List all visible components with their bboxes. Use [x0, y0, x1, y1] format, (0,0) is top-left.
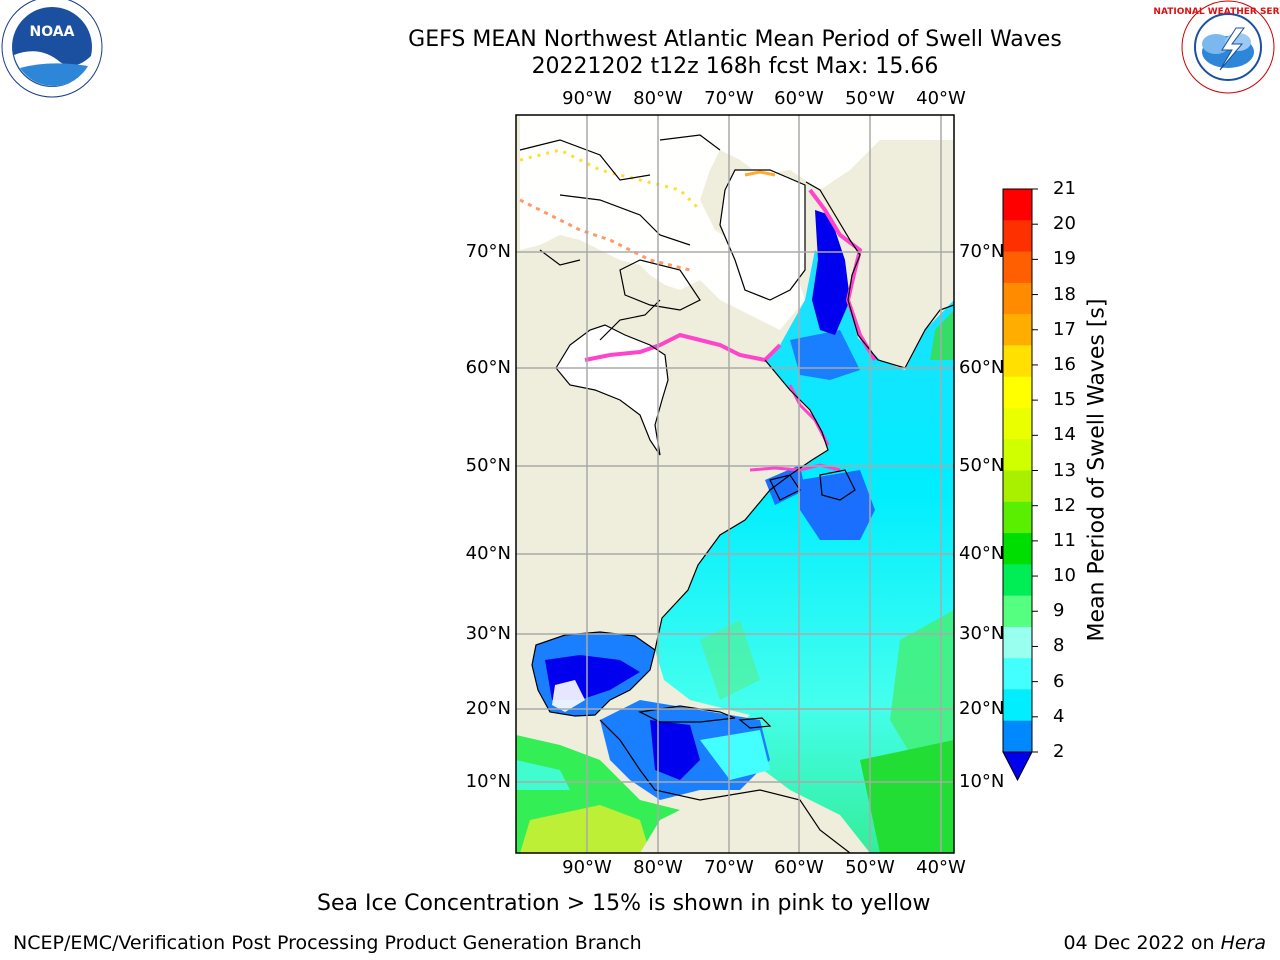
lat-label-left: 10°N [465, 771, 511, 792]
chart-title: GEFS MEAN Northwest Atlantic Mean Period… [408, 27, 1062, 52]
lat-label-right: 30°N [959, 623, 1005, 644]
nws-logo-text: NATIONAL WEATHER SERVICE [1153, 7, 1280, 17]
lat-label-left: 50°N [465, 455, 511, 476]
colorbar-segment [1003, 189, 1032, 221]
nws-logo: NATIONAL WEATHER SERVICE [1153, 0, 1280, 94]
caribbean-sea [650, 720, 700, 780]
colorbar-segment [1003, 407, 1032, 440]
coastlines [519, 134, 954, 853]
baffin-island [720, 170, 805, 300]
colorbar-tick-label: 20 [1053, 213, 1076, 235]
sea-ice-edge [584, 332, 782, 363]
colorbar-segment [1003, 439, 1032, 471]
lon-label-bottom: 80°W [633, 857, 683, 878]
lat-label-right: 40°N [959, 543, 1005, 564]
pacific-ocean [520, 805, 650, 853]
colorbar-segment [1003, 595, 1032, 628]
caption: Sea Ice Concentration > 15% is shown in … [317, 891, 931, 916]
map-frame [515, 114, 955, 854]
colorbar-tick-label: 8 [1053, 635, 1065, 657]
south-america [640, 790, 850, 853]
colorbar-segment [1003, 689, 1032, 722]
lon-label-top: 40°W [916, 88, 966, 109]
lat-label-left: 60°N [465, 357, 511, 378]
caribbean-sea [700, 730, 770, 780]
colorbar-segment [1003, 376, 1032, 409]
colorbar-tick-label: 2 [1053, 741, 1065, 762]
lat-label-right: 10°N [959, 771, 1005, 792]
lon-label-bottom: 40°W [916, 857, 966, 878]
lat-label-left: 30°N [465, 623, 511, 644]
sea-ice-edge [519, 148, 702, 212]
map-area [516, 115, 954, 853]
blue-swell-region [765, 465, 805, 505]
colorbar-tick-label: 19 [1053, 248, 1076, 270]
colorbar-tick-label: 16 [1053, 353, 1076, 375]
green-swell-region [860, 740, 954, 853]
colorbar-tick-label: 18 [1053, 283, 1076, 305]
colorbar-tick-label: 17 [1053, 318, 1076, 340]
lat-label-right: 50°N [959, 455, 1005, 476]
colorbar-segment [1003, 626, 1032, 659]
colorbar [1002, 188, 1038, 782]
chart-subtitle: 20221202 t12z 168h fcst Max: 15.66 [531, 54, 939, 79]
gridlines [516, 115, 954, 853]
footer-right: 04 Dec 2022 on Hera [1063, 932, 1266, 954]
colorbar-segment [1003, 720, 1032, 753]
colorbar-tick-label: 14 [1053, 424, 1076, 446]
colorbar-segment [1003, 282, 1032, 315]
lat-label-left: 20°N [465, 698, 511, 719]
hudson-bay [556, 325, 668, 455]
colorbar-segment [1003, 470, 1032, 503]
colorbar-segment [1003, 533, 1032, 565]
colorbar-segment [1003, 658, 1032, 690]
colorbar-segment [1003, 345, 1032, 378]
colorbar-tick-label: 4 [1053, 705, 1065, 727]
lon-label-bottom: 60°W [774, 857, 824, 878]
colorbar-segment [1003, 564, 1032, 597]
lon-label-top: 80°W [633, 88, 683, 109]
lat-label-left: 70°N [465, 241, 511, 262]
arctic-archipelago [520, 115, 954, 330]
lat-label-right: 70°N [959, 241, 1005, 262]
colorbar-segment [1003, 314, 1032, 346]
lon-label-bottom: 50°W [845, 857, 895, 878]
noaa-logo-text: NOAA [30, 24, 75, 40]
lon-label-top: 70°W [704, 88, 754, 109]
sea-ice-edge [744, 170, 776, 177]
blue-swell-region [800, 470, 875, 540]
colorbar-tick-label: 12 [1053, 494, 1076, 516]
colorbar-tick-label: 21 [1053, 178, 1076, 199]
lat-label-right: 60°N [959, 357, 1005, 378]
footer-machine: Hera [1220, 932, 1266, 954]
gulf-ice-free [552, 680, 585, 712]
lat-label-right: 20°N [959, 698, 1005, 719]
lat-label-left: 40°N [465, 543, 511, 564]
lon-label-top: 50°W [845, 88, 895, 109]
footer-date: 04 Dec 2022 on [1063, 932, 1221, 954]
colorbar-under-arrow [1002, 751, 1033, 782]
lon-label-bottom: 70°W [704, 857, 754, 878]
colorbar-segment [1003, 251, 1032, 284]
colorbar-segment [1003, 501, 1032, 534]
colorbar-tick-label: 13 [1053, 459, 1076, 481]
colorbar-tick-label: 15 [1053, 389, 1076, 411]
colorbar-tick-label: 9 [1053, 600, 1065, 622]
sea-ice-edge [519, 198, 691, 272]
lon-label-top: 90°W [562, 88, 612, 109]
noaa-logo: NOAA [1, 0, 103, 98]
lon-label-bottom: 90°W [562, 857, 612, 878]
blue-swell-region [812, 210, 850, 335]
colorbar-segment [1003, 220, 1032, 253]
green-swell-region [890, 610, 954, 770]
colorbar-label: Mean Period of Swell Waves [s] [1084, 298, 1110, 642]
footer-left: NCEP/EMC/Verification Post Processing Pr… [13, 932, 642, 954]
colorbar-tick-label: 11 [1053, 529, 1076, 551]
colorbar-tick-label: 6 [1053, 670, 1065, 692]
green-swell-region [700, 620, 760, 700]
colorbar-tick-label: 10 [1053, 565, 1076, 587]
green-swell-region [930, 310, 954, 360]
lon-label-top: 60°W [774, 88, 824, 109]
